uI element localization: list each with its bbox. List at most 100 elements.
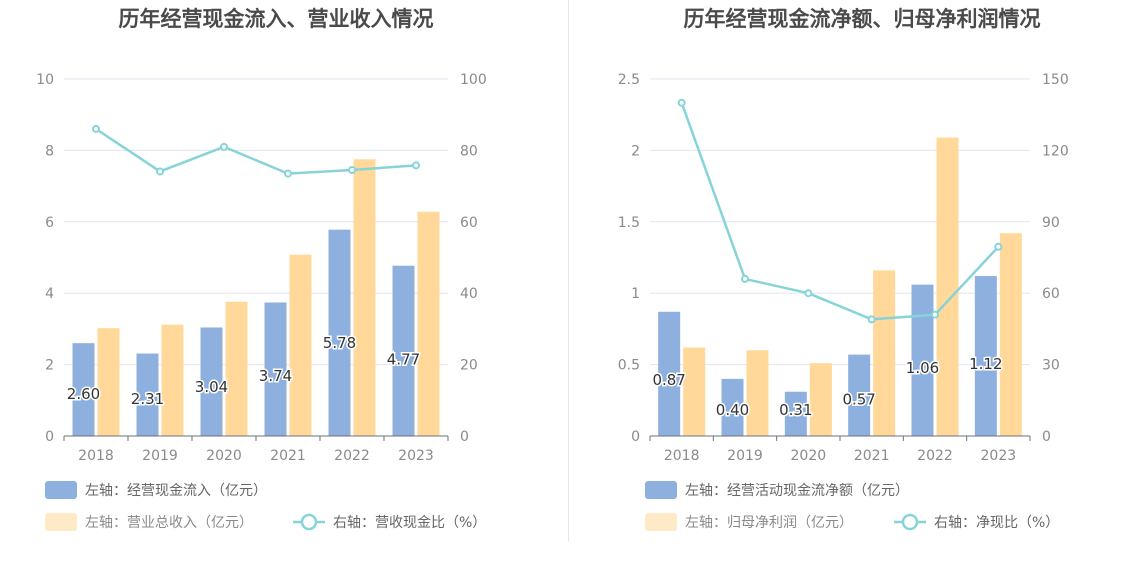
data-label-2020: 0.31	[779, 401, 812, 419]
data-label-2018: 2.60	[67, 385, 100, 403]
line-point-2018	[92, 124, 100, 133]
data-label-2019: 2.31	[131, 390, 164, 408]
y-left-tick-label: 0	[45, 429, 54, 445]
x-tick-label: 2022	[334, 448, 370, 464]
bar-2019-series-1	[136, 353, 159, 436]
bar-2020-series-1	[200, 327, 223, 436]
bar-2021-series-2	[873, 270, 896, 436]
y-left-tick-label: 0.5	[618, 358, 640, 374]
line-point-2020	[804, 289, 813, 298]
legend-swatch-series-1[interactable]	[645, 481, 677, 499]
legend-marker-series-3[interactable]	[901, 513, 919, 531]
x-tick-label: 2023	[981, 448, 1017, 464]
y-right-tick-label: 150	[1042, 72, 1069, 88]
y-left-tick-label: 6	[45, 215, 54, 231]
bar-2021-series-1	[264, 302, 287, 436]
chart-title: 历年经营现金流净额、归母净利润情况	[684, 7, 1041, 31]
bar-2018-series-2	[683, 347, 706, 436]
data-label-2019: 0.40	[716, 401, 749, 419]
bar-2018-series-1	[72, 343, 95, 436]
line-point-2020	[220, 142, 228, 151]
bar-2019-series-1	[721, 378, 744, 436]
y-right-tick-label: 20	[460, 358, 478, 374]
x-tick-label: 2023	[398, 448, 434, 464]
line-point-2019	[156, 167, 164, 176]
line-series-3	[680, 102, 1000, 321]
data-label-2020: 3.04	[195, 378, 228, 396]
line-point-2022	[931, 310, 939, 319]
line-point-2021	[284, 169, 292, 178]
y-right-tick-label: 90	[1042, 215, 1060, 231]
bar-2021-series-2	[289, 254, 312, 436]
x-tick-label: 2020	[206, 448, 242, 464]
legend-label-series-2[interactable]: 左轴：归母净利润（亿元）	[685, 514, 853, 531]
chart-net-cash-flow-net-profit: 历年经营现金流净额、归母净利润情况 0 0.5 1 1.5 2 2.5 0 30 60 90 120 1…	[618, 7, 1069, 531]
x-tick-label: 2019	[727, 448, 763, 464]
data-label-2023: 1.12	[969, 355, 1002, 373]
y-right-tick-label: 0	[460, 429, 469, 445]
y-right-tick-label: 60	[460, 215, 478, 231]
y-left-tick-label: 2	[45, 358, 54, 374]
data-label-2022: 1.06	[906, 359, 939, 377]
y-left-tick-label: 10	[36, 72, 54, 88]
x-tick-label: 2019	[142, 448, 178, 464]
y-right-tick-label: 60	[1042, 286, 1060, 302]
legend-swatch-series-2[interactable]	[645, 513, 677, 531]
y-left-tick-label: 1	[631, 286, 640, 302]
bar-2022-series-2	[353, 159, 376, 436]
panel-divider	[568, 0, 569, 542]
bar-2022-series-1	[328, 229, 351, 436]
bar-2023-series-2	[999, 233, 1022, 436]
data-label-2022: 5.78	[323, 334, 356, 352]
bar-2020-series-2	[809, 363, 832, 436]
y-right-tick-label: 120	[1042, 143, 1069, 159]
bar-2022-series-1	[911, 284, 934, 436]
chart-title: 历年经营现金流入、营业收入情况	[119, 7, 434, 31]
data-label-2021: 0.57	[842, 390, 875, 408]
line-point-2019	[741, 274, 749, 283]
bar-2019-series-2	[746, 350, 769, 436]
y-right-tick-label: 0	[1042, 429, 1051, 445]
bar-2018-series-1	[658, 311, 681, 436]
y-right-tick-label: 40	[460, 286, 478, 302]
x-tick-label: 2021	[854, 448, 890, 464]
legend-label-series-1[interactable]: 左轴：经营现金流入（亿元）	[85, 483, 267, 499]
bar-2020-series-1	[784, 391, 807, 436]
x-tick-label: 2020	[791, 448, 827, 464]
legend-marker-series-3[interactable]	[300, 513, 318, 531]
x-tick-label: 2022	[917, 448, 953, 464]
legend-swatch-series-1[interactable]	[45, 481, 77, 499]
y-left-tick-label: 8	[45, 143, 54, 159]
y-left-tick-label: 1.5	[618, 215, 640, 231]
y-left-tick-label: 2.5	[618, 72, 640, 88]
bar-2021-series-1	[848, 354, 871, 436]
legend-label-series-1[interactable]: 左轴：经营活动现金流净额（亿元）	[685, 483, 909, 499]
legend-swatch-series-2[interactable]	[45, 513, 77, 531]
y-right-tick-label: 80	[460, 143, 478, 159]
y-right-tick-label: 100	[460, 72, 487, 88]
line-series-3	[95, 127, 417, 175]
y-left-tick-label: 0	[631, 429, 640, 445]
y-right-tick-label: 30	[1042, 358, 1060, 374]
bar-2020-series-2	[225, 301, 248, 436]
y-left-tick-label: 4	[45, 286, 54, 302]
x-tick-label: 2021	[270, 448, 306, 464]
data-label-2018: 0.87	[652, 371, 685, 389]
data-label-2021: 3.74	[259, 367, 292, 385]
line-point-2022	[348, 166, 356, 175]
x-tick-label: 2018	[664, 448, 700, 464]
line-point-2021	[867, 315, 876, 324]
legend-label-series-3[interactable]: 右轴：营收现金比（%）	[333, 515, 486, 531]
bar-2023-series-1	[974, 276, 997, 436]
data-label-2023: 4.77	[387, 350, 420, 368]
legend-label-series-3[interactable]: 右轴：净现比（%）	[934, 515, 1059, 531]
bar-2019-series-2	[161, 324, 184, 436]
line-point-2018	[677, 98, 686, 107]
line-point-2023	[412, 161, 420, 170]
legend-label-series-2[interactable]: 左轴：营业总收入（亿元）	[85, 515, 253, 531]
bar-2022-series-2	[936, 137, 959, 436]
bar-2023-series-2	[417, 211, 440, 436]
bar-2023-series-1	[392, 265, 415, 436]
